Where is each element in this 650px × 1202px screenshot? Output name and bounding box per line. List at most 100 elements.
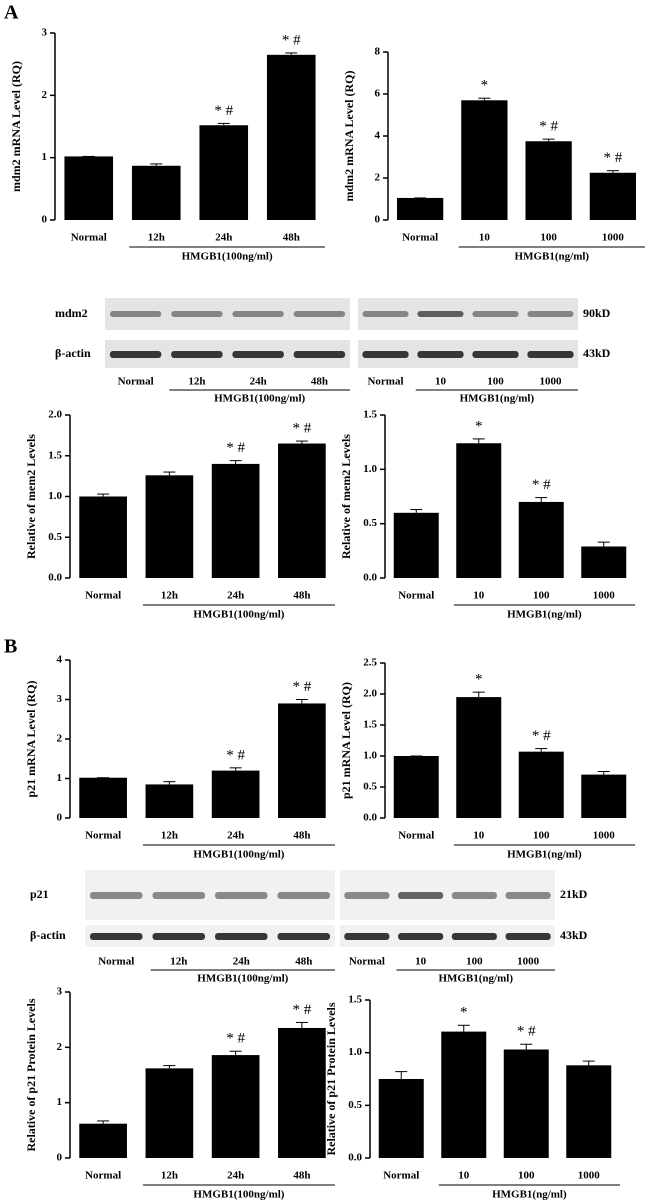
x-tick-label: 12h <box>161 830 178 842</box>
y-tick-label: 4 <box>375 130 381 142</box>
x-tick-label: Normal <box>85 830 121 842</box>
y-tick-label: 2 <box>42 89 48 101</box>
blot-band <box>398 933 444 940</box>
panel-label: B <box>4 636 17 658</box>
bar <box>518 501 564 578</box>
x-tick-label: 1000 <box>602 232 625 244</box>
y-tick-label: 1.5 <box>363 719 377 731</box>
x-tick-label: Normal <box>71 232 107 244</box>
y-tick-label: 0.0 <box>48 572 62 584</box>
y-tick-label: 3 <box>57 986 63 998</box>
annotation: * # <box>532 477 551 493</box>
group-label: HMGB1(100ng/ml) <box>197 973 288 985</box>
annotation: * # <box>226 747 245 763</box>
bar <box>199 125 249 220</box>
group-label: HMGB1(100ng/ml) <box>193 609 284 621</box>
bar <box>278 443 326 578</box>
annotation: * <box>475 672 483 688</box>
y-tick-label: 2.5 <box>363 657 377 669</box>
blot-background <box>85 925 335 947</box>
blot-size-label: 43kD <box>560 928 588 942</box>
y-tick-label: 2 <box>57 1041 63 1053</box>
blot-band <box>171 351 223 358</box>
blot-band <box>232 351 284 358</box>
y-axis-label: Relative of mem2 Levels <box>339 434 353 559</box>
annotation: * # <box>539 119 558 135</box>
y-tick-label: 0.5 <box>48 531 62 543</box>
x-tick-label: Normal <box>85 590 121 602</box>
group-label: HMGB1(ng/ml) <box>492 1189 567 1201</box>
blot-band <box>344 933 390 940</box>
lane-label: 100 <box>487 376 504 388</box>
y-tick-label: 0 <box>375 214 381 226</box>
y-tick-label: 0.0 <box>363 812 377 824</box>
bar <box>145 784 194 818</box>
lane-label: 24h <box>233 956 250 968</box>
y-axis-label: Relative of p21 Protein Levels <box>24 998 38 1151</box>
bar <box>589 172 637 220</box>
y-tick-label: 0 <box>57 812 63 824</box>
x-tick-label: 24h <box>215 232 232 244</box>
group-label: HMGB1(ng/ml) <box>507 609 582 621</box>
blot-band <box>171 311 223 317</box>
group-label: HMGB1(ng/ml) <box>460 393 535 405</box>
lane-label: 10 <box>415 956 427 968</box>
annotation: * # <box>226 1031 245 1047</box>
blot-band <box>215 892 268 899</box>
y-tick-label: 1 <box>42 151 48 163</box>
x-tick-label: 10 <box>473 830 485 842</box>
x-tick-label: 100 <box>533 590 550 602</box>
group-label: HMGB1(100ng/ml) <box>193 849 284 861</box>
lane-label: 48h <box>295 956 312 968</box>
y-tick-label: 2 <box>375 172 381 184</box>
annotation: * <box>460 1005 468 1021</box>
y-tick-label: 0.0 <box>363 572 377 584</box>
x-tick-label: 48h <box>293 590 310 602</box>
x-tick-label: Normal <box>398 590 434 602</box>
bar <box>378 1079 424 1158</box>
y-tick-label: 1.0 <box>363 463 377 475</box>
blot-band <box>472 351 519 358</box>
bar <box>581 774 627 818</box>
annotation: * # <box>226 440 245 456</box>
y-tick-label: 1.5 <box>48 449 62 461</box>
y-tick-label: 2.0 <box>363 688 377 700</box>
annotation: * # <box>293 679 312 695</box>
group-label: HMGB1(100ng/ml) <box>193 1189 284 1201</box>
bar <box>278 1027 326 1158</box>
y-tick-label: 1.0 <box>48 490 62 502</box>
lane-label: 24h <box>250 376 267 388</box>
x-tick-label: 10 <box>473 590 485 602</box>
lane-label: Normal <box>98 956 134 968</box>
y-axis-label: p21 mRNA Level (RQ) <box>24 681 38 798</box>
x-tick-label: 100 <box>518 1170 535 1182</box>
blot-band <box>232 311 284 317</box>
blot-band <box>451 933 497 940</box>
y-tick-label: 0 <box>42 214 48 226</box>
y-axis-label: Relative of p21 Protein Levels <box>324 1002 338 1155</box>
lane-label: 1000 <box>540 376 563 388</box>
y-tick-label: 0.5 <box>348 1099 362 1111</box>
group-label: HMGB1(100ng/ml) <box>182 251 273 263</box>
blot-band <box>90 892 143 899</box>
bar <box>566 1065 612 1158</box>
x-tick-label: 48h <box>293 830 310 842</box>
blot-row-label: β-actin <box>30 928 66 942</box>
annotation: * # <box>214 103 233 119</box>
y-tick-label: 3 <box>42 27 48 39</box>
x-tick-label: 1000 <box>578 1170 601 1182</box>
lane-label: 10 <box>435 376 447 388</box>
x-tick-label: 12h <box>148 232 165 244</box>
lane-label: 48h <box>311 376 328 388</box>
bar <box>518 751 564 818</box>
y-tick-label: 1 <box>57 772 63 784</box>
lane-label: Normal <box>118 376 154 388</box>
lane-label: Normal <box>367 376 403 388</box>
y-tick-label: 1.5 <box>348 994 362 1006</box>
blot-size-label: 21kD <box>560 887 588 901</box>
x-tick-label: 1000 <box>593 830 616 842</box>
blot-band <box>417 311 464 317</box>
blot-band <box>362 311 409 317</box>
bar <box>79 1123 127 1158</box>
x-tick-label: 24h <box>227 1170 244 1182</box>
